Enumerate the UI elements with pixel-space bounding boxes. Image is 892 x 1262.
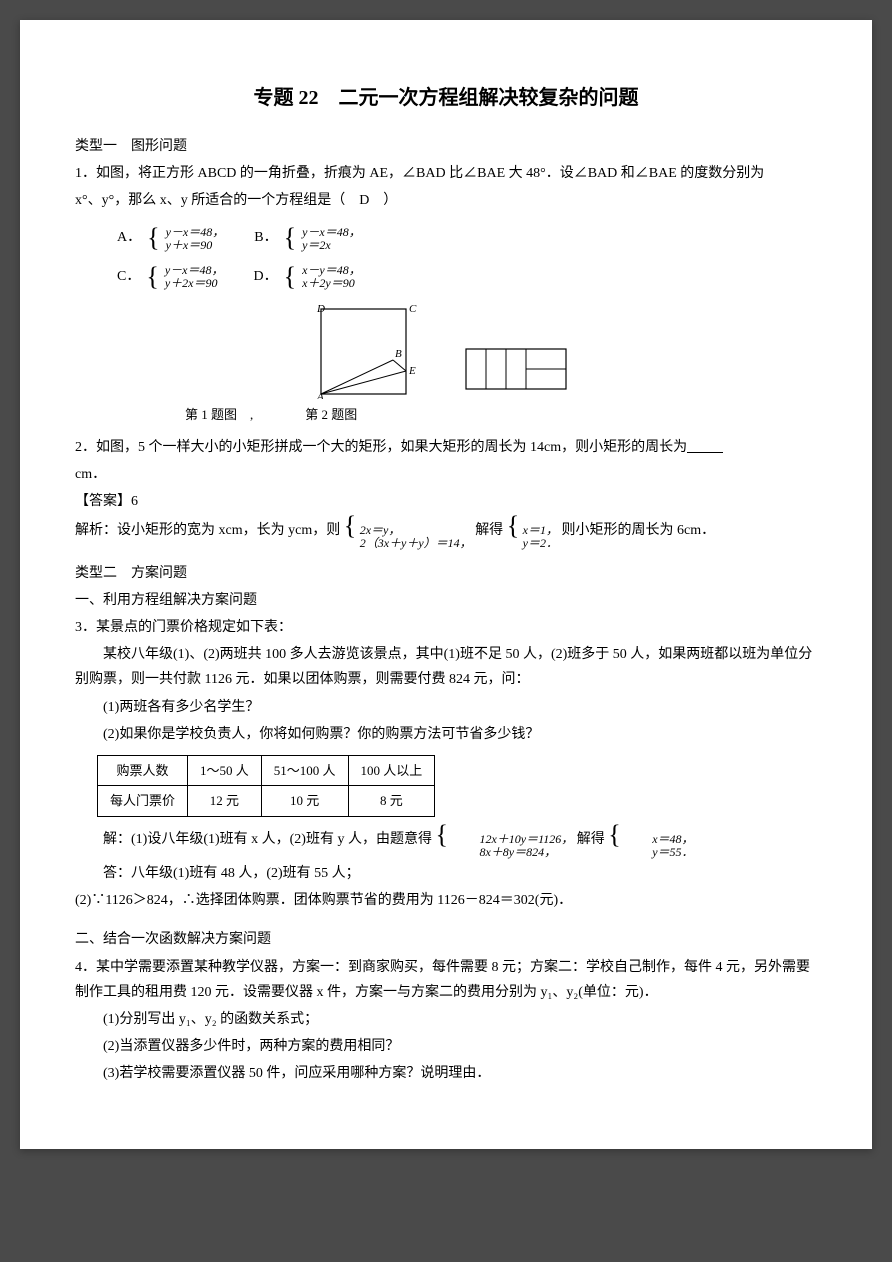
q3-body1: 某校八年级(1)、(2)两班共 100 多人去游览该景点，其中(1)班不足 50… — [75, 642, 817, 692]
figure-1-folded-square: D C B E A — [311, 304, 431, 399]
th-3: 51～100 人 — [261, 755, 348, 785]
q2-answer: 【答案】6 — [75, 489, 817, 514]
q2-explain: 解析：设小矩形的宽为 xcm，长为 ycm，则 { 2x＝y， 2（3x＋y＋y… — [75, 516, 817, 550]
opt-c-label: C． — [117, 269, 140, 286]
fig1-label-b: B — [395, 348, 402, 360]
fig1-label-d: D — [316, 304, 325, 315]
q3-sol-d: (2)∵1126＞824，∴选择团体购票．团体购票节省的费用为 1126－824… — [75, 888, 817, 913]
opt-c-eqs: y－x＝48， y＋2x＝90 — [165, 264, 224, 290]
brace-icon: { — [146, 267, 158, 288]
q4-p3: (3)若学校需要添置仪器 50 件，问应采用哪种方案？说明理由． — [75, 1061, 817, 1086]
page-title: 专题 22 二元一次方程组解决较复杂的问题 — [75, 80, 817, 116]
th-1: 购票人数 — [98, 755, 188, 785]
q1-options: A． { y－x＝48， y＋x＝90 B． { y－x＝48， y＝2x C．… — [117, 226, 817, 291]
q2-text: 2．如图，5 个一样大小的小矩形拼成一个大的矩形，如果大矩形的周长为 14cm，… — [75, 435, 817, 460]
q4-body: 4．某中学需要添置某种教学仪器，方案一：到商家购买，每件需要 8 元；方案二：学… — [75, 955, 817, 1005]
q2-body: 2．如图，5 个一样大小的小矩形拼成一个大的矩形，如果大矩形的周长为 14cm，… — [75, 440, 687, 455]
opt-c-e2: y＋2x＝90 — [165, 277, 224, 290]
opt-a-e1: y－x＝48， — [166, 226, 225, 239]
opt-b-e2: y＝2x — [302, 239, 361, 252]
q4-p2: (2)当添置仪器多少件时，两种方案的费用相同？ — [75, 1034, 817, 1059]
opt-a-eqs: y－x＝48， y＋x＝90 — [166, 226, 225, 252]
th-2: 1～50 人 — [188, 755, 262, 785]
q2-sols: x＝1， y＝2． — [523, 524, 558, 550]
q2-explain-a: 解析：设小矩形的宽为 xcm，长为 ycm，则 — [75, 523, 340, 538]
q3-solution: 解：(1)设八年级(1)班有 x 人，(2)班有 y 人，由题意得 { 12x＋… — [75, 825, 817, 914]
q3-se2: 8x＋8y＝824， — [451, 846, 573, 859]
q3-sol-b: 解得 — [577, 832, 605, 847]
fig1-label-a: A — [316, 391, 324, 399]
fig1-label-c: C — [409, 304, 417, 315]
opt-a-label: A． — [117, 230, 141, 247]
brace-icon: { — [344, 511, 356, 540]
q3-intro: 3．某景点的门票价格规定如下表： — [75, 615, 817, 640]
opt-a-e2: y＋x＝90 — [166, 239, 225, 252]
q2-blank — [687, 438, 723, 453]
opt-b-e1: y－x＝48， — [302, 226, 361, 239]
opt-d-label: D． — [253, 269, 277, 286]
brace-icon: { — [435, 820, 447, 849]
td-3: 10 元 — [261, 786, 348, 816]
q3-p2: (2)如果你是学校负责人，你将如何购票？你的购票方法可节省多少钱？ — [75, 722, 817, 747]
type1-header: 类型一 图形问题 — [75, 134, 817, 159]
opt-row-ab: A． { y－x＝48， y＋x＝90 B． { y－x＝48， y＝2x — [117, 226, 817, 252]
td-4: 8 元 — [348, 786, 435, 816]
q3-sol-c: 答：八年级(1)班有 48 人，(2)班有 55 人； — [75, 861, 817, 886]
option-d: D． { x－y＝48， x＋2y＝90 — [253, 264, 360, 290]
q3-ss2: y＝55． — [624, 846, 693, 859]
q3-p1: (1)两班各有多少名学生？ — [75, 695, 817, 720]
q2-e2: 2（3x＋y＋y）＝14， — [360, 537, 472, 550]
type2-sub2: 二、结合一次函数解决方案问题 — [75, 927, 817, 952]
td-1: 每人门票价 — [98, 786, 188, 816]
opt-b-eqs: y－x＝48， y＝2x — [302, 226, 361, 252]
q3-se1: 12x＋10y＝1126， — [451, 833, 573, 846]
opt-d-e2: x＋2y＝90 — [302, 277, 361, 290]
table-row: 购票人数 1～50 人 51～100 人 100 人以上 — [98, 755, 435, 785]
price-table: 购票人数 1～50 人 51～100 人 100 人以上 每人门票价 12 元 … — [97, 755, 435, 817]
opt-d-eqs: x－y＝48， x＋2y＝90 — [302, 264, 361, 290]
figure-2-rectangles — [461, 344, 581, 399]
q2-unit: cm． — [75, 462, 817, 487]
fig1-label-e: E — [408, 365, 416, 377]
brace-icon: { — [284, 267, 296, 288]
opt-row-cd: C． { y－x＝48， y＋2x＝90 D． { x－y＝48， x＋2y＝9… — [117, 264, 817, 290]
option-b: B． { y－x＝48， y＝2x — [254, 226, 360, 252]
brace-icon: { — [147, 228, 159, 249]
table-row: 每人门票价 12 元 10 元 8 元 — [98, 786, 435, 816]
td-2: 12 元 — [188, 786, 262, 816]
brace-icon: { — [507, 511, 519, 540]
option-a: A． { y－x＝48， y＋x＝90 — [117, 226, 224, 252]
q2-explain-c: 则小矩形的周长为 6cm． — [562, 523, 716, 538]
q2-s2: y＝2． — [523, 537, 558, 550]
option-c: C． { y－x＝48， y＋2x＝90 — [117, 264, 223, 290]
document-page: 专题 22 二元一次方程组解决较复杂的问题 类型一 图形问题 1．如图，将正方形… — [20, 20, 872, 1149]
q4-p1: (1)分别写出 y₁、y₂ 的函数关系式； — [75, 1007, 817, 1032]
th-4: 100 人以上 — [348, 755, 435, 785]
q2-eqs: 2x＝y， 2（3x＋y＋y）＝14， — [360, 524, 472, 550]
figure-caption: 第 1 题图 , 第 2 题图 — [185, 403, 817, 426]
q3-sol-line1: 解：(1)设八年级(1)班有 x 人，(2)班有 y 人，由题意得 { 12x＋… — [75, 825, 817, 859]
opt-b-label: B． — [254, 230, 277, 247]
figures-row: D C B E A — [75, 304, 817, 399]
q3-eqs: 12x＋10y＝1126， 8x＋8y＝824， — [451, 833, 573, 859]
q1-line2: x°、y°，那么 x、y 所适合的一个方程组是（ D ） — [75, 188, 817, 213]
brace-icon: { — [284, 228, 296, 249]
type2-header: 类型二 方案问题 — [75, 561, 817, 586]
q2-explain-b: 解得 — [475, 523, 503, 538]
q3-ss1: x＝48， — [624, 833, 693, 846]
q3-sols: x＝48， y＝55． — [624, 833, 693, 859]
brace-icon: { — [608, 820, 620, 849]
q3-sol-a: 解：(1)设八年级(1)班有 x 人，(2)班有 y 人，由题意得 — [103, 832, 432, 847]
type2-sub1: 一、利用方程组解决方案问题 — [75, 588, 817, 613]
q1-line1: 1．如图，将正方形 ABCD 的一角折叠，折痕为 AE，∠BAD 比∠BAE 大… — [75, 161, 817, 186]
